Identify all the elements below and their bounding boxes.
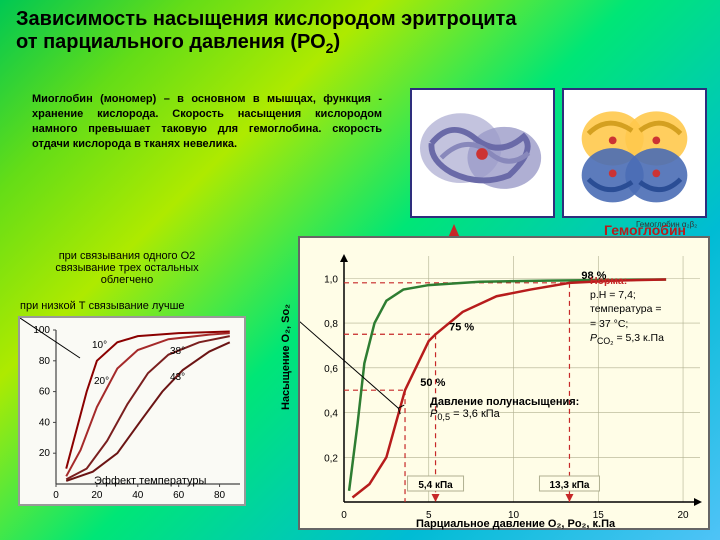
- svg-text:0,2: 0,2: [324, 453, 338, 464]
- svg-text:5,4 кПа: 5,4 кПа: [418, 480, 453, 491]
- myoglobin-description: Миоглобин (мономер) – в основном в мышца…: [32, 92, 382, 151]
- svg-text:40: 40: [39, 417, 51, 428]
- title-paren: ): [333, 31, 340, 53]
- svg-text:100: 100: [33, 325, 50, 336]
- main-chart-xlabel: Парциальное давление O₂, Pо₂, к.Па: [416, 518, 615, 530]
- main-chart-ylabel: Насыщение O₂, Sо₂: [280, 304, 292, 410]
- norm-temp2: = 37 °C;: [590, 317, 706, 331]
- svg-text:1,0: 1,0: [324, 274, 338, 285]
- svg-text:10°: 10°: [92, 340, 107, 351]
- norm-ph: p.H = 7,4;: [590, 288, 706, 302]
- svg-text:0: 0: [53, 490, 59, 501]
- svg-text:0,8: 0,8: [324, 319, 338, 330]
- hemoglobin-structure-image: [562, 88, 707, 218]
- svg-text:75 %: 75 %: [449, 321, 474, 333]
- norm-temp1: температура =: [590, 302, 706, 316]
- temperature-note: при низкой Т связывание лучше: [20, 300, 240, 312]
- svg-text:0,6: 0,6: [324, 364, 338, 375]
- svg-text:60: 60: [39, 387, 51, 398]
- norm-header: Норма:: [590, 274, 706, 288]
- svg-text:20: 20: [39, 448, 51, 459]
- myoglobin-structure-image: [410, 88, 555, 218]
- press-header: Давление полунасыщения:: [430, 396, 579, 408]
- normal-conditions-box: Норма: p.H = 7,4; температура = = 37 °C;…: [590, 274, 706, 348]
- svg-text:80: 80: [214, 490, 226, 501]
- svg-text:43°: 43°: [170, 372, 185, 383]
- svg-text:50 %: 50 %: [420, 377, 445, 389]
- svg-text:13,3 кПа: 13,3 кПа: [549, 480, 589, 491]
- svg-text:0,4: 0,4: [324, 409, 338, 420]
- half-saturation-text: Давление полунасыщения: P0,5 = 3,6 кПа: [430, 396, 579, 422]
- svg-text:80: 80: [39, 356, 51, 367]
- title-line1: Зависимость насыщения кислородом эритроц…: [16, 8, 516, 30]
- svg-text:20: 20: [91, 490, 103, 501]
- svg-text:38°: 38°: [170, 346, 185, 357]
- title-line2: от парциального давления (РО: [16, 31, 326, 53]
- svg-text:0: 0: [341, 510, 347, 521]
- temperature-chart-caption: Эффект температуры: [94, 475, 206, 487]
- svg-text:20: 20: [677, 510, 689, 521]
- binding-note: при связывания одного О2 связывание трех…: [32, 250, 222, 286]
- svg-text:60: 60: [173, 490, 185, 501]
- slide-title: Зависимость насыщения кислородом эритроц…: [0, 0, 720, 60]
- svg-text:20°: 20°: [94, 376, 109, 387]
- press-value: P0,5 = 3,6 кПа: [430, 408, 579, 422]
- norm-pco2: PCO₂ = 5,3 к.Па: [590, 331, 706, 348]
- svg-text:40: 40: [132, 490, 144, 501]
